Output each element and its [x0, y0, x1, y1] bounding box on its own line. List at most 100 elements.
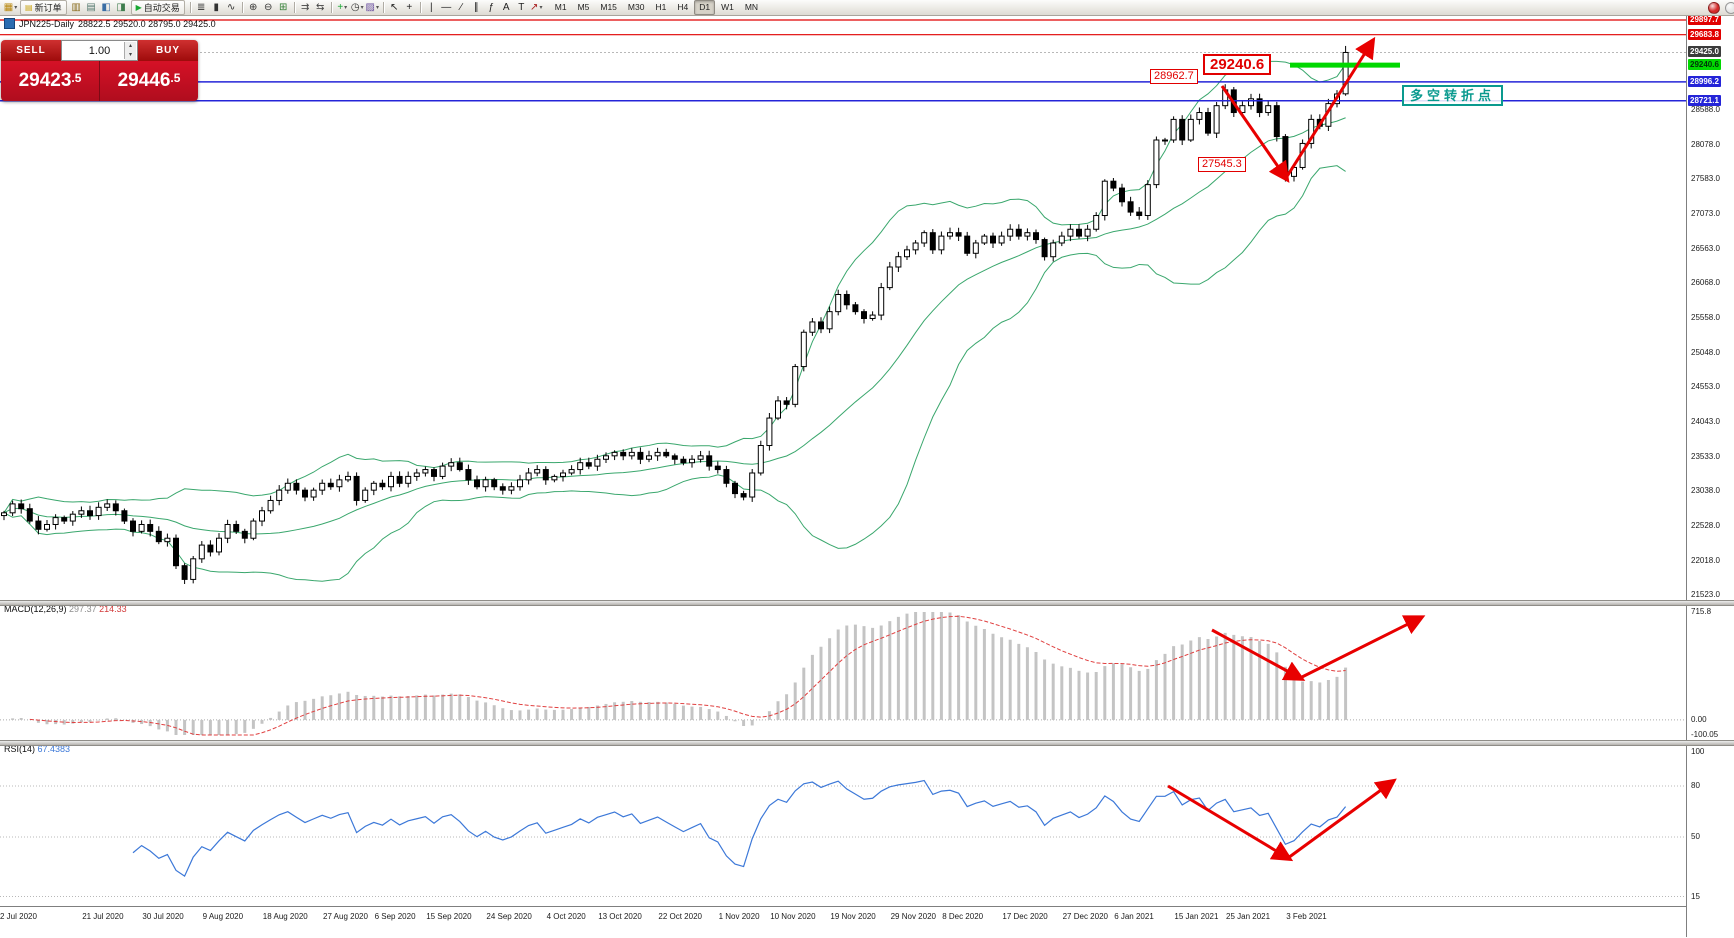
candle: [224, 523, 231, 539]
time-axis-label: 21 Jul 2020: [82, 912, 124, 921]
timeframe-m5-button[interactable]: M5: [577, 2, 590, 12]
candlestick-chart-icon-glyph: ▮: [213, 2, 219, 13]
volume-field[interactable]: 1.00 ▴ ▾: [61, 40, 138, 61]
candle: [1110, 180, 1117, 189]
candlestick-chart-icon[interactable]: ▮: [209, 1, 224, 14]
new-order-button[interactable]: ▤ 新订单: [20, 0, 67, 15]
horizontal-line-icon[interactable]: ―: [439, 1, 454, 14]
candle: [413, 472, 420, 477]
price-axis[interactable]: 28588.0 28078.0 27583.0 27073.0 26563.0 26068…: [1686, 14, 1734, 937]
timeframe-m15-button[interactable]: M15: [600, 2, 617, 12]
candle: [112, 503, 119, 512]
timeframe-m30-button[interactable]: M30: [627, 2, 645, 12]
buy-price-dec: .5: [170, 70, 181, 85]
line-chart-icon[interactable]: ∿: [224, 1, 239, 14]
candle: [1101, 180, 1108, 217]
bar-chart-icon[interactable]: ≣: [194, 1, 209, 14]
timeframe-h1-button[interactable]: H1: [655, 2, 667, 12]
market-watch-icon[interactable]: ▥: [69, 1, 84, 14]
candle: [964, 235, 971, 254]
alert-orb-icon[interactable]: [1708, 1, 1720, 14]
candle: [396, 475, 403, 484]
turning-point-callout[interactable]: 多空转折点: [1402, 85, 1504, 106]
timeframe-m1-button[interactable]: M1: [554, 2, 567, 12]
candle: [749, 472, 756, 498]
candle: [1136, 211, 1143, 217]
new-chart-icon-glyph: ▦: [3, 2, 14, 13]
volume-down-icon[interactable]: ▾: [125, 51, 136, 60]
rsi-pane-separator[interactable]: [0, 740, 1734, 746]
equidistant-channel-icon[interactable]: ∥: [469, 1, 484, 14]
text-icon[interactable]: A: [499, 1, 514, 14]
auto-scroll-icon[interactable]: ⇉: [298, 1, 313, 14]
time-axis[interactable]: 2 Jul 2020 21 Jul 2020 30 Jul 2020 9 Aug 20…: [0, 906, 1686, 938]
new-order-button-glyph: ▤: [25, 3, 33, 12]
buy-price[interactable]: 29446 .5: [100, 61, 198, 101]
chart-shift-icon[interactable]: ⇆: [313, 1, 328, 14]
terminal-icon[interactable]: ◨: [114, 1, 129, 14]
candle: [809, 321, 816, 333]
candle: [990, 235, 996, 244]
timeframe-w1-button[interactable]: W1: [721, 2, 734, 12]
price-axis-label: 15: [1691, 891, 1700, 901]
toolbar-separator: [241, 2, 243, 13]
vertical-line-icon[interactable]: |: [424, 1, 439, 14]
data-window-icon[interactable]: ▤: [84, 1, 99, 14]
tile-windows-icon[interactable]: ⊞: [276, 1, 291, 14]
peak-price-callout[interactable]: 28962.7: [1150, 69, 1198, 84]
time-axis-label: 19 Nov 2020: [830, 912, 876, 921]
price-axis-label: 27583.0: [1691, 173, 1720, 183]
candle: [310, 489, 317, 498]
candle: [663, 451, 670, 457]
zoom-out-icon[interactable]: ⊖: [261, 1, 276, 14]
new-chart-icon[interactable]: ▦ ▾: [3, 1, 18, 14]
crosshair-icon[interactable]: +: [402, 1, 417, 14]
macd-pane-separator[interactable]: [0, 600, 1734, 606]
periods-icon[interactable]: ◷ ▾: [350, 1, 365, 14]
trendline-icon[interactable]: ∕: [454, 1, 469, 14]
volume-up-icon[interactable]: ▴: [125, 42, 136, 51]
timeframe-h4-button[interactable]: H4: [677, 2, 689, 12]
sell-price[interactable]: 29423 .5: [1, 61, 99, 101]
resistance-price-callout[interactable]: 29240.6: [1203, 54, 1272, 75]
time-axis-label: 29 Nov 2020: [890, 912, 936, 921]
candle: [474, 479, 480, 488]
templates-icon[interactable]: ▨ ▾: [365, 1, 380, 14]
auto-scroll-icon-glyph: ⇉: [301, 2, 310, 13]
candle: [61, 517, 68, 522]
bollinger-middle-band: [3, 117, 1346, 535]
time-axis-label: 4 Oct 2020: [546, 912, 586, 921]
macd-name: MACD(12,26,9): [4, 604, 67, 614]
fibonacci-icon-glyph: ƒ: [488, 2, 495, 13]
time-axis-label: 13 Oct 2020: [598, 912, 642, 921]
cursor-icon[interactable]: ↖: [387, 1, 402, 14]
buy-button[interactable]: BUY: [138, 40, 198, 61]
price-axis-label: 50: [1691, 832, 1700, 841]
candle: [654, 451, 661, 457]
bollinger-upper-band: [3, 60, 1347, 514]
timeframe-d1-button[interactable]: D1: [694, 0, 716, 15]
zoom-in-icon[interactable]: ⊕: [246, 1, 261, 14]
candle: [1127, 201, 1134, 213]
navigator-icon[interactable]: ◧: [99, 1, 114, 14]
vertical-line-icon-glyph: |: [429, 2, 433, 13]
candle: [938, 235, 945, 251]
dropdown-arrow-icon: ▾: [360, 5, 364, 11]
sell-button[interactable]: SELL: [1, 40, 61, 61]
text-label-icon[interactable]: T: [514, 1, 529, 14]
price-axis-label: 29897.7: [1688, 14, 1721, 25]
macd-main-value: 297.37: [69, 604, 97, 614]
status-orb-icon[interactable]: [1725, 1, 1734, 14]
arrow-objects-icon[interactable]: ↗ ▾: [529, 1, 544, 14]
autotrade-button[interactable]: ▶ 自动交易: [130, 0, 185, 15]
chart-ohlc-values: 28822.5 29520.0 28795.0 29425.0: [78, 18, 216, 29]
timeframe-mn-button[interactable]: MN: [744, 2, 759, 12]
low-price-callout[interactable]: 27545.3: [1198, 157, 1246, 172]
candle: [732, 482, 738, 495]
fibonacci-icon[interactable]: ƒ: [484, 1, 499, 14]
candle: [835, 293, 842, 313]
candle: [336, 479, 343, 488]
indicators-icon[interactable]: + ▾: [335, 1, 350, 14]
volume-spinner[interactable]: ▴ ▾: [124, 42, 136, 60]
